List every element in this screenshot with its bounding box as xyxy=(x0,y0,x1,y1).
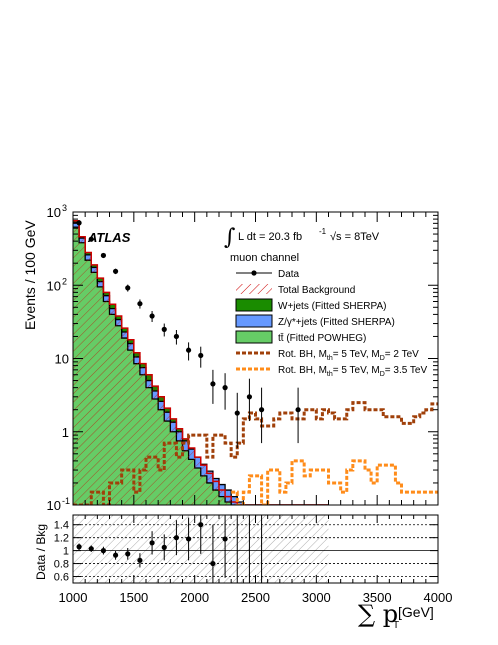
ratio-content xyxy=(73,515,438,583)
channel-label: muon channel xyxy=(230,252,299,264)
data-point xyxy=(258,407,265,413)
x-tick-label: 3500 xyxy=(363,590,392,605)
data-point xyxy=(149,313,155,319)
ratio-point xyxy=(125,551,131,557)
legend-entry-label: Z/γ*+jets (Fitted SHERPA) xyxy=(278,317,395,328)
y-tick-label: 10 xyxy=(47,278,61,293)
bh-md2-line xyxy=(73,401,438,505)
data-point xyxy=(295,407,301,413)
ratio-point xyxy=(100,548,107,554)
ratio-axes: 0.60.811.21.4 xyxy=(54,515,439,584)
total-background-hatch xyxy=(73,220,329,505)
legend-entry-label: tt̄ (Fitted POWHEG) xyxy=(278,332,366,344)
data-point xyxy=(198,352,204,359)
ratio-point xyxy=(173,535,180,541)
legend-text-part: = 5 TeV, M xyxy=(333,349,380,360)
atlas-label: ATLAS xyxy=(87,230,131,245)
y-tick-exponent: 2 xyxy=(62,276,67,286)
y-tick-label: 10 xyxy=(55,352,69,367)
x-axis-title-prefix: ∑ p xyxy=(358,600,398,628)
legend-text-prefix: tt̄ xyxy=(278,332,286,344)
ratio-y-axis-label: Data / Bkg xyxy=(34,524,48,580)
y-tick-exponent: -1 xyxy=(62,496,70,506)
ratio-point xyxy=(222,536,228,542)
data-point xyxy=(112,268,119,274)
legend-entry-label: Rot. BH, Mth= 5 TeV, MD= 3.5 TeV xyxy=(278,365,427,378)
integral-sign: ∫ xyxy=(224,225,236,250)
data-point xyxy=(246,394,253,400)
ratio-point xyxy=(198,522,204,528)
ratio-y-tick-label: 1.4 xyxy=(54,520,69,532)
data-point xyxy=(76,220,82,226)
x-axis-title-unit: [GeV] xyxy=(398,604,434,620)
y-tick-exponent: 3 xyxy=(62,203,67,213)
ratio-point xyxy=(149,540,155,546)
data-point xyxy=(100,252,107,259)
total-background-line xyxy=(73,219,329,505)
ratio-point xyxy=(210,560,216,567)
legend-text-part: Rot. BH, M xyxy=(278,365,327,376)
legend-swatch-fill xyxy=(235,298,273,312)
legend-text-part: = 2 TeV xyxy=(385,349,419,360)
legend-subscript: th xyxy=(327,371,333,378)
x-tick-label: 1500 xyxy=(119,590,148,605)
y-tick-label: 1 xyxy=(62,425,69,440)
y-tick-label: 10 xyxy=(47,498,61,513)
y-tick-label: 10 xyxy=(47,205,61,220)
legend-entry-label: W+jets (Fitted SHERPA) xyxy=(278,301,386,312)
x-tick-label: 2000 xyxy=(180,590,209,605)
legend-swatch-hatch xyxy=(236,284,272,294)
energy-label: √s = 8TeV xyxy=(330,231,380,243)
legend-swatch-data-point xyxy=(251,270,257,276)
main-histograms xyxy=(73,219,438,505)
legend-subscript: D xyxy=(380,371,385,378)
ratio-y-tick-label: 1 xyxy=(63,546,69,558)
legend-entry-label: Total Background xyxy=(278,285,355,296)
ratio-point xyxy=(137,557,143,563)
ratio-point xyxy=(112,552,119,558)
data-point xyxy=(222,385,228,391)
legend-entry-label: Rot. BH, Mth= 5 TeV, MD= 2 TeV xyxy=(278,349,419,362)
data-point xyxy=(173,333,180,340)
ratio-y-tick-label: 0.8 xyxy=(54,559,69,571)
x-tick-label: 3000 xyxy=(302,590,331,605)
legend-text-part: = 3.5 TeV xyxy=(385,365,428,376)
x-axis-title: ∑ p T [GeV] xyxy=(358,600,434,631)
legend-entry-label: Data xyxy=(278,269,300,280)
bh-md35-line xyxy=(231,459,438,505)
data-point xyxy=(161,326,167,332)
legend-text-part: = 5 TeV, M xyxy=(333,365,380,376)
lumi-superscript: -1 xyxy=(319,227,327,236)
y-axis-label: Events / 100 GeV xyxy=(22,220,38,330)
x-axis: 1000 1500 2000 2500 3000 3500 4000 xyxy=(59,590,453,605)
legend-swatch-fill xyxy=(235,330,273,344)
data-point xyxy=(125,285,131,291)
data-point xyxy=(210,381,216,387)
ratio-point xyxy=(76,544,82,550)
legend-subscript: D xyxy=(380,355,385,362)
data-point xyxy=(234,410,240,416)
ratio-y-tick-label: 1.2 xyxy=(54,533,69,545)
ratio-point xyxy=(88,546,94,552)
data-point xyxy=(88,236,94,242)
ratio-point xyxy=(161,544,167,550)
legend-subscript: th xyxy=(327,355,333,362)
legend-text-part: Rot. BH, M xyxy=(278,349,327,360)
x-axis-title-subscript: T xyxy=(393,620,399,631)
legend-text-part: (Fitted POWHEG) xyxy=(286,333,366,344)
x-tick-label: 4000 xyxy=(424,590,453,605)
ratio-y-tick-label: 0.6 xyxy=(54,572,69,584)
ratio-panel: 0.60.811.21.4 Data / Bkg xyxy=(34,514,439,584)
data-point xyxy=(137,301,143,307)
lumi-label: L dt = 20.3 fb xyxy=(238,231,302,243)
legend: Data Total Background W+jets (Fitted SHERP… xyxy=(235,269,427,378)
legend-swatch-fill xyxy=(235,314,273,328)
ratio-point xyxy=(185,536,192,542)
x-tick-label: 1000 xyxy=(59,590,88,605)
x-tick-label: 2500 xyxy=(241,590,270,605)
data-point xyxy=(185,347,192,353)
